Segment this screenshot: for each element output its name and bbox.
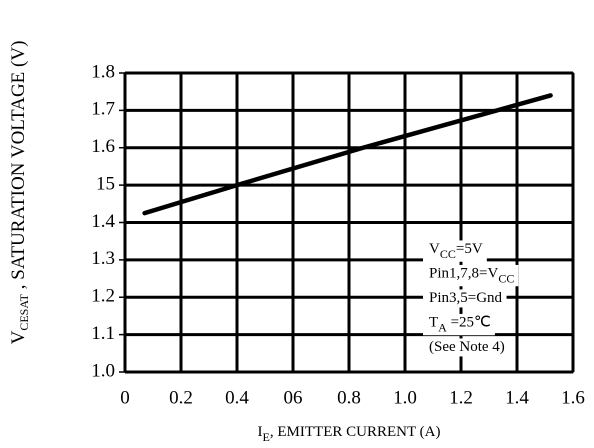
y-tick-label: 1.2 [91,286,115,307]
x-tick-label: 1.2 [449,387,473,408]
x-tick-label: 1.4 [505,387,529,408]
y-tick-label: 1.7 [91,99,115,120]
x-axis-label: IE, EMITTER CURRENT (A) [258,424,441,443]
label-part: V [429,241,440,257]
label-part: , SATURATION VOLTAGE (V) [8,41,29,294]
subscript: CESAT [17,293,31,330]
x-tick-label: 0 [120,387,130,408]
subscript: E [263,430,270,444]
x-tick-label: 1.6 [561,387,585,408]
annotation-bg [423,338,509,357]
annotation-bg [423,240,487,262]
annotation-bg [423,289,507,308]
label-part: , EMITTER CURRENT (A) [270,424,441,440]
label-part: T [429,315,438,331]
subscript: A [438,320,447,334]
label-part: Pin1,7,8=V [429,266,498,282]
y-tick-label: 1.4 [91,211,115,232]
y-tick-label: 15 [96,173,115,194]
subscript: CC [498,271,514,285]
label-part: =25℃ [447,315,491,331]
label-part: V [8,330,29,344]
annotation-line: (See Note 4) [429,339,505,355]
annotation-line: VCC=5V [429,241,483,260]
label-part: =5V [456,241,483,257]
y-tick-label: 1.0 [91,360,115,381]
annotation-line: TA =25℃ [429,315,491,334]
x-tick-label: 06 [284,387,303,408]
y-tick-label: 1.6 [91,136,115,157]
data-line [142,93,553,216]
label-part: I [258,424,263,440]
label-part: (See Note 4) [429,339,505,355]
subscript: CC [440,247,456,261]
x-tick-label: 0.8 [337,387,361,408]
annotation-bg [423,264,519,287]
label-part: Pin3,5=Gnd [429,290,503,306]
y-tick-label: 1.1 [91,323,115,344]
y-tick-label: 1.8 [91,61,115,82]
x-tick-label: 0.4 [225,387,249,408]
y-tick-label: 1.3 [91,248,115,269]
annotation-line: Pin1,7,8=VCC [429,266,514,285]
y-axis-label: VCESAT , SATURATION VOLTAGE (V) [8,41,30,345]
annotation-bg [423,313,495,336]
annotation-line: Pin3,5=Gnd [429,290,503,306]
x-tick-label: 1.0 [393,387,417,408]
x-tick-label: 0.2 [169,387,193,408]
